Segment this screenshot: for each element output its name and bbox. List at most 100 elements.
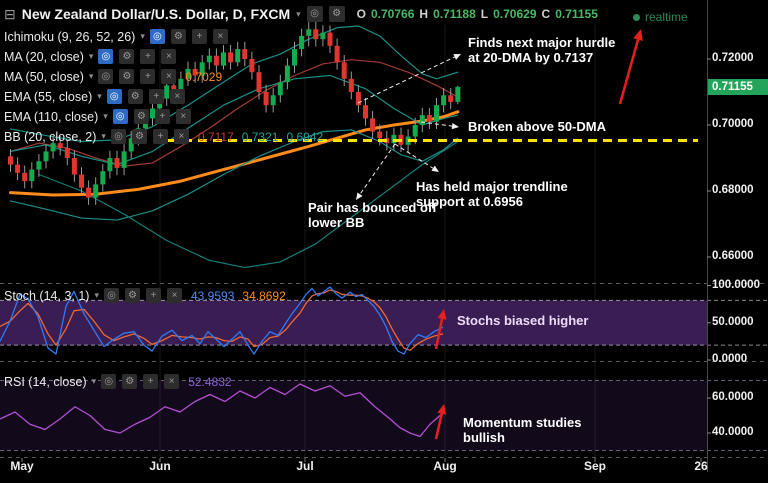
annotation-hurdle: Finds next major hurdle at 20-DMA by 0.7… <box>468 35 616 65</box>
realtime-label: realtime <box>645 10 688 24</box>
chevron-down-icon[interactable]: ▾ <box>97 91 102 101</box>
settings-icon[interactable]: ⚙ <box>125 288 140 303</box>
close-icon[interactable]: × <box>161 69 177 84</box>
add-icon[interactable]: + <box>191 29 207 44</box>
status-dot-icon <box>633 13 640 21</box>
indicator-stoch: Stoch (14, 3, 1) ▾ ◎ ⚙ + × 43.9593 34.86… <box>4 287 286 304</box>
time-axis-label: Jun <box>149 459 171 473</box>
stoch-axis-label: 50.0000 <box>712 315 754 328</box>
indicator-ema110: EMA (110, close) ▾ ◎ ⚙ + × <box>4 108 192 125</box>
add-icon[interactable]: + <box>152 129 168 144</box>
add-icon[interactable]: + <box>143 374 159 389</box>
indicator-label[interactable]: EMA (110, close) <box>4 109 99 124</box>
settings-icon[interactable]: ⚙ <box>170 29 186 44</box>
high-label: H <box>419 7 429 21</box>
bb-lower-value: 0.6942 <box>286 129 324 144</box>
stoch-k-value: 43.9593 <box>191 288 235 303</box>
indicator-rsi: RSI (14, close) ▾ ◎ ⚙ + × 52.4832 <box>4 373 232 390</box>
indicator-label[interactable]: MA (20, close) <box>4 49 84 64</box>
indicator-label[interactable]: RSI (14, close) <box>4 374 87 389</box>
time-axis-label: Aug <box>433 459 457 473</box>
add-icon[interactable]: + <box>148 89 164 104</box>
settings-icon[interactable]: ⚙ <box>133 109 149 124</box>
rsi-value: 52.4832 <box>188 374 232 389</box>
settings-icon[interactable]: ⚙ <box>119 69 135 84</box>
ma50-value: 0.7029 <box>185 69 223 84</box>
annotation-stochs: Stochs biased higher <box>457 313 589 328</box>
annotation-bounce: Pair has bounced off lower BB <box>308 200 437 230</box>
indicator-ma20: MA (20, close) ▾ ◎ ⚙ + × <box>4 48 177 65</box>
close-icon[interactable]: × <box>175 109 191 124</box>
last-price-badge: 0.71155 <box>708 78 768 95</box>
visibility-icon[interactable]: ◎ <box>104 288 119 303</box>
time-axis-label: Jul <box>296 459 314 473</box>
settings-icon[interactable]: ⚙ <box>131 129 147 144</box>
stoch-axis-label: 0.0000 <box>712 353 748 365</box>
chevron-down-icon[interactable]: ▾ <box>101 131 106 141</box>
time-axis-label: Sep <box>583 459 607 473</box>
add-icon[interactable]: + <box>140 49 156 64</box>
low-value: 0.70629 <box>493 7 537 21</box>
chevron-down-icon[interactable]: ▾ <box>91 376 97 386</box>
stoch-d-value: 34.8692 <box>242 288 286 303</box>
open-value: 0.70766 <box>371 7 415 21</box>
chevron-down-icon[interactable]: ▾ <box>140 31 145 41</box>
collapse-panel-icon[interactable]: ⊟ <box>4 6 16 22</box>
annotation-broken: Broken above 50-DMA <box>468 119 606 134</box>
visibility-icon[interactable]: ◎ <box>98 49 114 64</box>
chevron-down-icon[interactable]: ▾ <box>296 8 301 19</box>
visibility-icon[interactable]: ◎ <box>106 89 122 104</box>
price-axis-label: 0.68000 <box>712 184 754 196</box>
time-axis-label: May <box>10 459 34 473</box>
rsi-axis-label: 40.0000 <box>712 426 754 438</box>
chevron-down-icon[interactable]: ▾ <box>94 290 99 300</box>
add-icon[interactable]: + <box>140 69 156 84</box>
open-label: O <box>356 7 366 21</box>
chevron-down-icon[interactable]: ▾ <box>103 111 108 121</box>
settings-icon[interactable]: ⚙ <box>127 89 143 104</box>
indicator-bb: BB (20, close, 2) ▾ ◎ ⚙ + × 0.7117 0.732… <box>4 128 323 145</box>
visibility-icon[interactable]: ◎ <box>149 29 165 44</box>
settings-icon[interactable]: ⚙ <box>119 49 135 64</box>
chevron-down-icon[interactable]: ▾ <box>88 71 94 81</box>
symbol-title[interactable]: New Zealand Dollar/U.S. Dollar, D, FXCM <box>21 6 291 22</box>
close-icon[interactable]: × <box>169 89 185 104</box>
add-icon[interactable]: + <box>146 288 161 303</box>
price-axis-label: 0.66000 <box>712 250 754 262</box>
high-value: 0.71188 <box>433 7 476 21</box>
close-icon[interactable]: × <box>212 29 228 44</box>
price-axis-label: 0.72000 <box>712 52 754 64</box>
settings-icon[interactable]: ⚙ <box>122 374 138 389</box>
annotation-momentum: Momentum studies bullish <box>463 415 582 445</box>
close-icon[interactable]: × <box>173 129 189 144</box>
visibility-icon[interactable]: ◎ <box>112 109 128 124</box>
rsi-axis-label: 60.0000 <box>712 391 754 403</box>
compare-icon[interactable]: ◎ <box>306 6 323 22</box>
indicator-label[interactable]: Stoch (14, 3, 1) <box>4 288 90 303</box>
close-icon[interactable]: × <box>161 49 177 64</box>
close-icon[interactable]: × <box>164 374 180 389</box>
indicator-ema55: EMA (55, close) ▾ ◎ ⚙ + × <box>4 88 186 105</box>
visibility-icon[interactable]: ◎ <box>110 129 126 144</box>
realtime-status: realtime <box>633 10 688 24</box>
ohlc-readout: O 0.70766 H 0.71188 L 0.70629 C 0.71155 <box>357 7 598 21</box>
indicator-label[interactable]: Ichimoku (9, 26, 52, 26) <box>4 29 136 44</box>
close-value: 0.71155 <box>555 7 598 21</box>
add-icon[interactable]: + <box>154 109 170 124</box>
visibility-icon[interactable]: ◎ <box>98 69 114 84</box>
bb-upper-value: 0.7321 <box>241 129 279 144</box>
visibility-icon[interactable]: ◎ <box>101 374 117 389</box>
low-label: L <box>480 7 489 21</box>
indicator-label[interactable]: EMA (55, close) <box>4 89 93 104</box>
indicator-ichimoku: Ichimoku (9, 26, 52, 26) ▾ ◎ ⚙ + × <box>4 28 229 45</box>
indicator-label[interactable]: MA (50, close) <box>4 69 84 84</box>
close-icon[interactable]: × <box>167 288 182 303</box>
stoch-axis-label: 100.0000 <box>712 278 760 291</box>
chevron-down-icon[interactable]: ▾ <box>88 51 94 61</box>
bb-basis-value: 0.7117 <box>197 129 234 144</box>
settings-icon[interactable]: ⚙ <box>328 6 345 22</box>
annotation-trendline: Has held major trendline support at 0.69… <box>416 179 568 209</box>
indicator-label[interactable]: BB (20, close, 2) <box>4 129 97 144</box>
